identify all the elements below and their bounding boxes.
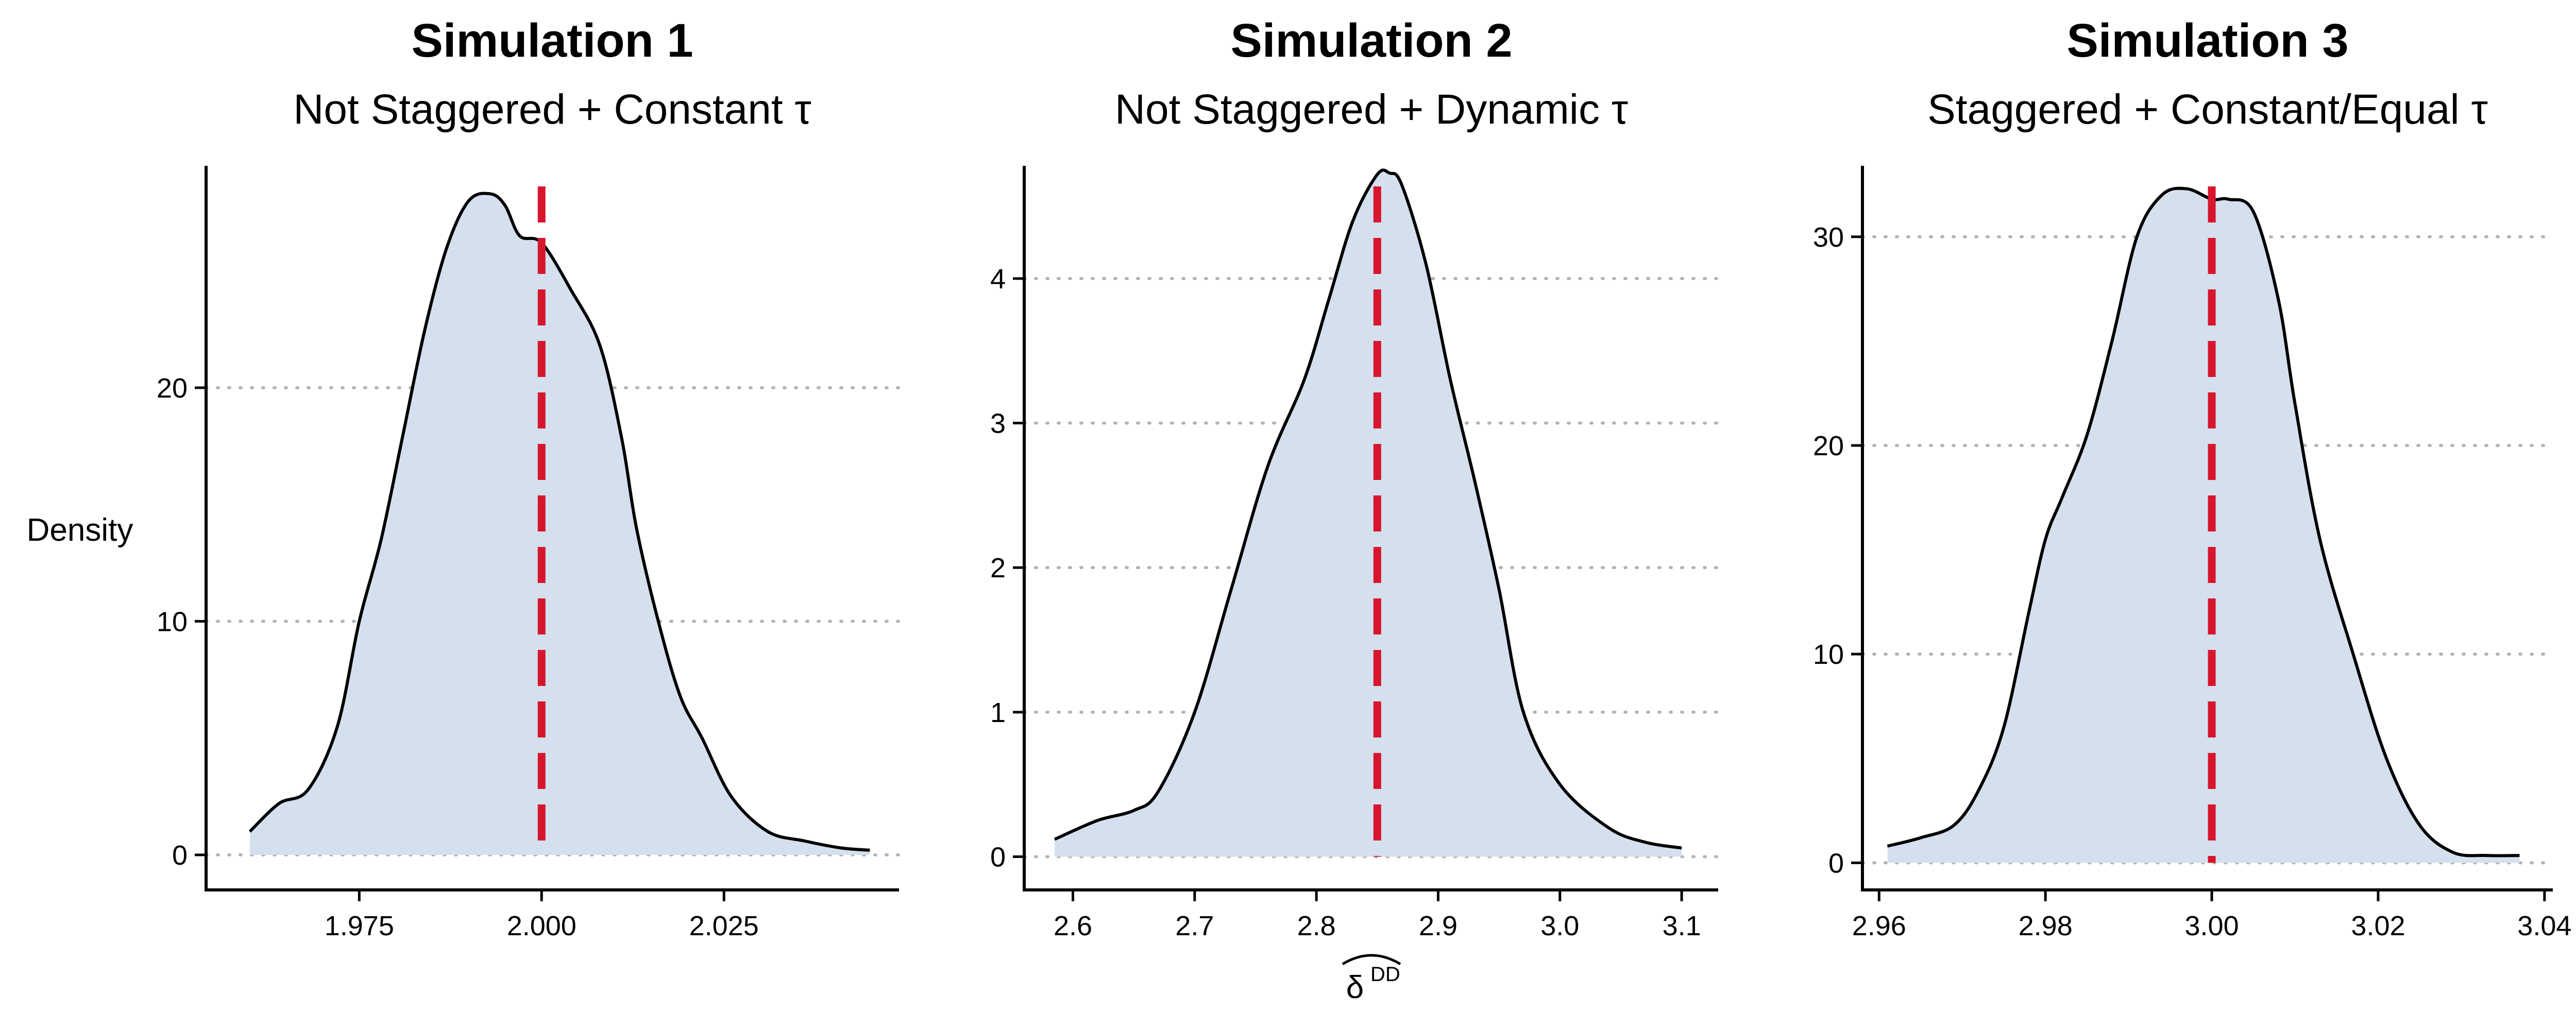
- density-curve: [248, 192, 870, 852]
- x-tick-label: 2.7: [1175, 911, 1214, 941]
- plot-area: 0 10 20 30 2.96 2.98 3.00 3.02 3.04: [1813, 166, 2571, 941]
- density-area: [1055, 170, 1682, 857]
- density-curve: [1054, 168, 1682, 850]
- density-curve: [1887, 186, 2520, 857]
- x-tick-label: 2.000: [507, 911, 577, 941]
- density-area: [1887, 188, 2520, 863]
- x-tick-label: 2.8: [1297, 911, 1336, 941]
- x-axis-title-superscript: DD: [1370, 963, 1400, 986]
- x-tick-label: 3.0: [1540, 911, 1579, 941]
- y-tick-label: 0: [990, 842, 1006, 872]
- y-tick-label: 30: [1813, 222, 1844, 253]
- x-tick-label: 2.6: [1054, 911, 1092, 941]
- y-tick-label: 1: [990, 697, 1006, 728]
- plot-area: 0 1 2 3 4 2.6 2.7 2.8 2.9 3.0 3.1: [990, 166, 1720, 941]
- x-tick-label: 3.04: [2517, 911, 2571, 941]
- x-tick-label: 2.98: [2019, 911, 2073, 941]
- panel-2: Simulation 2 Not Staggered + Dynamic τ 0…: [990, 14, 1720, 941]
- hat-icon: [1342, 954, 1401, 966]
- panel-1: Simulation 1 Not Staggered + Constant τ …: [157, 14, 901, 941]
- x-tick-label: 3.02: [2351, 911, 2405, 941]
- x-tick-label: 3.1: [1663, 911, 1701, 941]
- y-tick-label: 10: [157, 606, 188, 637]
- density-area: [249, 193, 870, 855]
- y-tick-label: 0: [1828, 848, 1844, 879]
- x-tick-label: 2.025: [689, 911, 759, 941]
- panel-3: Simulation 3 Staggered + Constant/Equal …: [1813, 14, 2571, 941]
- y-tick-label: 4: [990, 264, 1006, 295]
- x-axis-title: δ DD: [1342, 954, 1401, 1005]
- y-tick-label: 2: [990, 553, 1006, 583]
- panel-subtitle: Staggered + Constant/Equal τ: [1927, 86, 2488, 133]
- panel-title: Simulation 2: [1231, 14, 1513, 67]
- x-tick-label: 3.00: [2185, 911, 2239, 941]
- panel-title: Simulation 1: [412, 14, 693, 67]
- x-tick-label: 2.9: [1419, 911, 1458, 941]
- panel-subtitle: Not Staggered + Dynamic τ: [1115, 86, 1628, 133]
- panel-title: Simulation 3: [2067, 14, 2349, 67]
- y-tick-label: 3: [990, 408, 1006, 439]
- panel-subtitle: Not Staggered + Constant τ: [293, 86, 811, 133]
- x-axis-title-symbol: δ: [1346, 970, 1364, 1005]
- y-tick-label: 20: [157, 373, 188, 404]
- x-tick-label: 2.96: [1852, 911, 1906, 941]
- y-tick-label: 0: [172, 840, 188, 871]
- y-tick-label: 20: [1813, 431, 1844, 461]
- y-tick-label: 10: [1813, 639, 1844, 670]
- y-axis-title: Density: [27, 512, 133, 548]
- plot-area: 0 10 20 1.975 2.000 2.025: [157, 166, 901, 941]
- x-tick-label: 1.975: [325, 911, 394, 941]
